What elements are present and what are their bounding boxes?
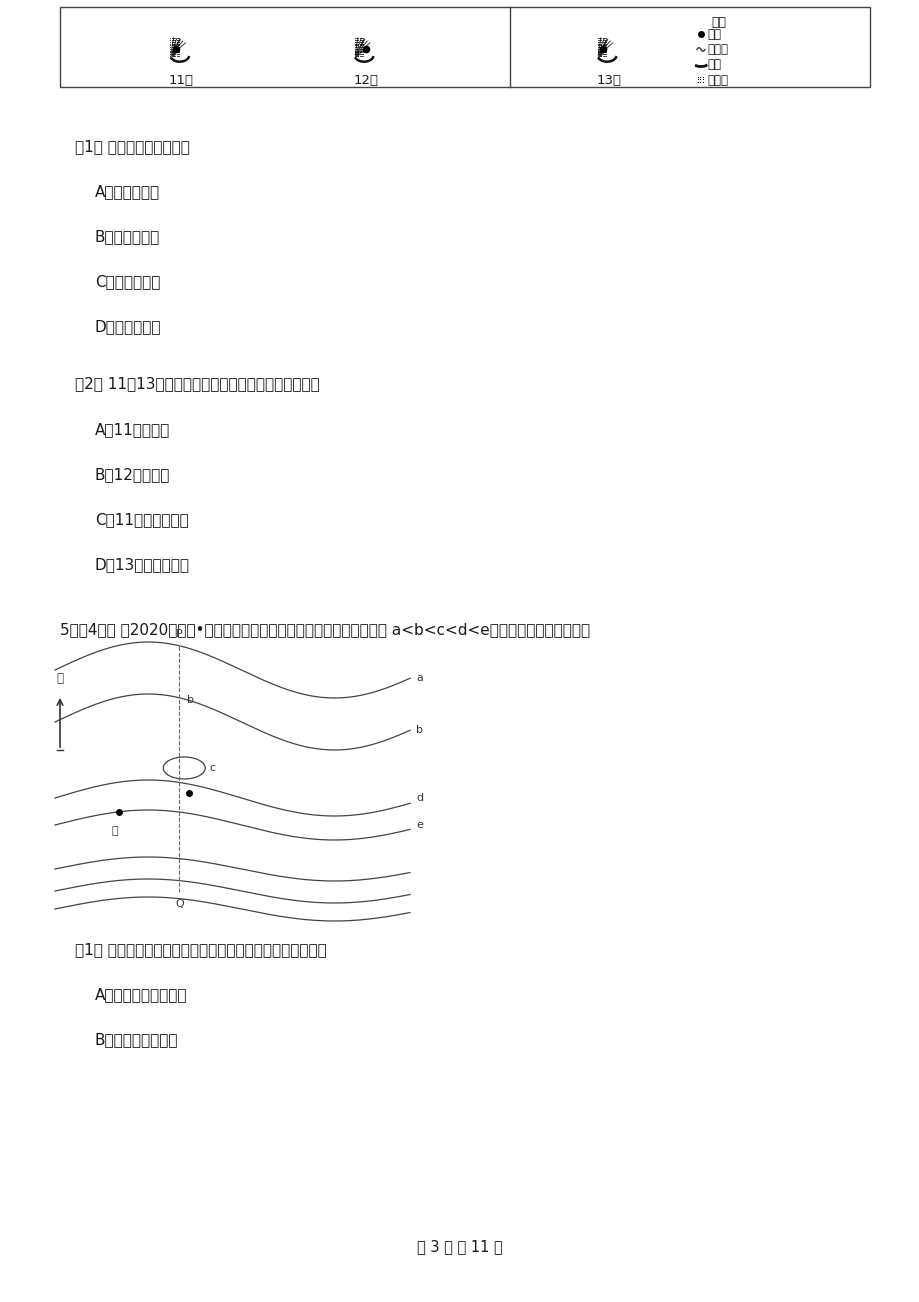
Text: 甲: 甲 (111, 825, 118, 836)
Text: D．13日的日出前后: D．13日的日出前后 (95, 557, 190, 573)
Text: 锋线: 锋线 (706, 59, 720, 72)
Text: 11日: 11日 (169, 74, 194, 87)
Text: A．甲地受高压脊控制: A．甲地受高压脊控制 (95, 987, 187, 1003)
Text: Q: Q (175, 898, 184, 909)
Text: a: a (415, 673, 423, 684)
Text: 13日: 13日 (596, 74, 620, 87)
Text: C．11日的日出前后: C．11日的日出前后 (95, 513, 188, 527)
Text: A．北半球冷锋: A．北半球冷锋 (95, 185, 160, 199)
Text: B．南半球暖锋: B．南半球暖锋 (95, 229, 160, 245)
Text: b: b (187, 695, 194, 704)
Text: D．南半球冷锋: D．南半球冷锋 (95, 319, 162, 335)
Text: （1） 若为海平面等压线分布图，下列叙述正确的是（　　）: （1） 若为海平面等压线分布图，下列叙述正确的是（ ） (75, 943, 326, 957)
Text: e: e (415, 820, 423, 829)
Text: B．甲地为阴雨天气: B．甲地为阴雨天气 (95, 1032, 178, 1048)
Text: d: d (415, 793, 423, 803)
Text: A．11日的深夜: A．11日的深夜 (95, 423, 170, 437)
Text: 北: 北 (56, 672, 63, 685)
Text: b: b (415, 725, 423, 736)
Text: 5．（4分） （2020高二上•宁夏期末）下图为某区域等値线分布图，其中 a<b<c<d<e。读图，回答下列小题。: 5．（4分） （2020高二上•宁夏期末）下图为某区域等値线分布图，其中 a<b… (60, 622, 589, 638)
Text: C．北半球暖锋: C．北半球暖锋 (95, 275, 160, 289)
Text: 等压线: 等压线 (706, 43, 727, 56)
Text: 云雨区: 云雨区 (706, 74, 727, 87)
Text: 图例: 图例 (710, 16, 726, 29)
Text: P: P (176, 629, 183, 639)
Text: （2） 11～13日期间，甲地气温最低値出现在（　　）: （2） 11～13日期间，甲地气温最低値出现在（ ） (75, 376, 320, 392)
Text: c: c (209, 763, 215, 773)
Text: 甲地: 甲地 (706, 27, 720, 40)
Bar (60, 7, 869, 87)
Text: B．12日的深夜: B．12日的深夜 (95, 467, 170, 483)
Text: （1） 该锋面属于（　　）: （1） 该锋面属于（ ） (75, 139, 189, 155)
Text: 第 3 页 共 11 页: 第 3 页 共 11 页 (416, 1240, 503, 1255)
Text: 12日: 12日 (353, 74, 378, 87)
